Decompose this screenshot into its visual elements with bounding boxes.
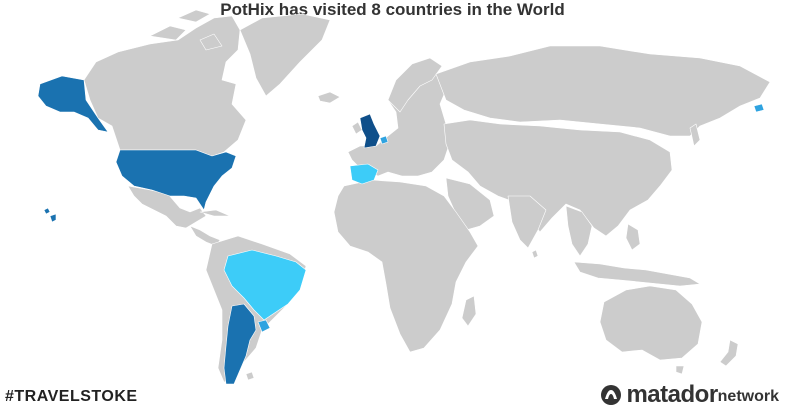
country-australia[interactable] [599,285,703,361]
hashtag-label: #TRAVELSTOKE [5,388,138,405]
country-netherlands[interactable] [379,135,389,145]
country-scandinavia[interactable] [387,57,443,113]
matador-logo-icon [601,385,622,405]
country-mexico[interactable] [127,185,207,229]
country-united-states-alaska[interactable] [37,75,109,133]
country-europe[interactable] [347,73,451,177]
country-brazil[interactable] [223,249,307,321]
country-indonesia[interactable] [573,261,701,287]
country-united-states-hawaii[interactable] [43,207,57,223]
country-iceland[interactable] [317,91,341,104]
map-title: PotHix has visited 8 countries in the Wo… [220,0,565,19]
country-madagascar[interactable] [461,295,477,327]
brand-name: matador [626,381,718,408]
country-new-zealand[interactable] [719,339,739,367]
country-uruguay[interactable] [257,319,271,333]
country-sri-lanka[interactable] [531,249,539,259]
matador-network-logo[interactable]: matador network [600,382,779,408]
country-southeast-asia[interactable] [565,205,593,257]
country-russia[interactable] [435,45,771,137]
country-africa[interactable] [333,179,479,353]
country-india[interactable] [507,195,547,249]
country-asia[interactable] [443,119,673,237]
country-sakhalin[interactable] [689,123,701,147]
country-philippines[interactable] [625,223,641,251]
country-japan[interactable] [753,103,765,113]
country-united-kingdom[interactable] [359,113,381,149]
country-ireland[interactable] [351,121,363,135]
brand-suffix: network [717,388,779,405]
country-cuba[interactable] [199,209,231,217]
country-united-states[interactable] [115,149,237,211]
country-tasmania[interactable] [675,365,685,375]
country-spain[interactable] [349,163,379,185]
country-canada-islands[interactable] [149,9,223,51]
country-argentina[interactable] [223,303,257,385]
country-greenland[interactable] [239,13,331,97]
country-falklands[interactable] [245,371,255,381]
